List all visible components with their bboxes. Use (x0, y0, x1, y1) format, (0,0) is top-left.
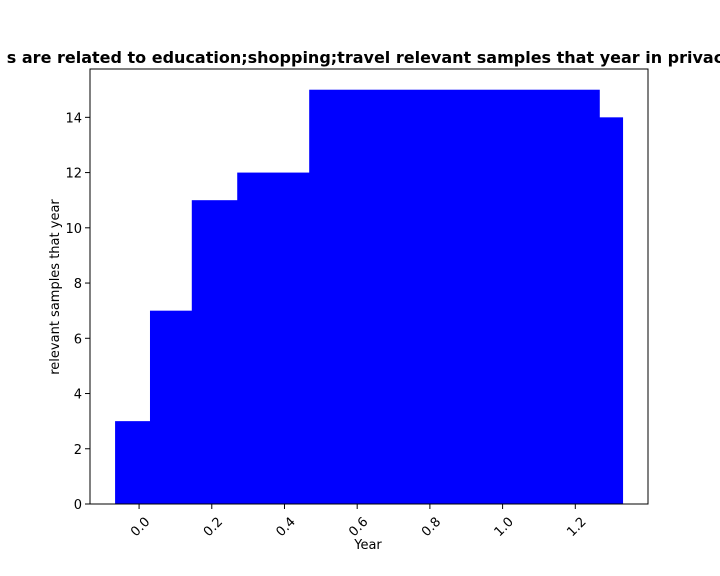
y-tick-label: 14 (65, 111, 82, 126)
bar-2 (191, 200, 238, 504)
x-axis-ticks: 0.0 0.2 0.4 0.6 0.8 1.0 1.2 (128, 504, 590, 540)
x-tick-label: 0.0 (128, 515, 153, 540)
plot-frame (89, 68, 649, 505)
y-tick-label: 6 (74, 332, 82, 347)
bar-0 (115, 421, 151, 504)
y-tick-label: 4 (74, 388, 82, 403)
y-axis-ticks: 0 2 4 6 8 10 12 14 (65, 111, 90, 513)
bar-3 (237, 172, 310, 505)
y-tick-label: 12 (65, 167, 82, 182)
y-tick-label: 0 (74, 498, 82, 513)
bars (115, 89, 624, 505)
x-tick-label: 0.8 (419, 515, 444, 540)
y-tick-label: 10 (65, 222, 82, 237)
x-tick-label: 0.6 (346, 515, 371, 540)
x-tick-label: 1.2 (564, 515, 589, 540)
chart-title: s are related to education;shopping;trav… (7, 48, 720, 67)
y-tick-label: 8 (74, 277, 82, 292)
bar-4 (309, 89, 600, 504)
x-tick-label: 0.2 (201, 515, 226, 540)
bar-1 (149, 310, 193, 504)
y-axis-label: relevant samples that year (48, 199, 63, 375)
x-axis-label: Year (353, 538, 382, 553)
y-tick-label: 2 (74, 443, 82, 458)
x-tick-label: 1.0 (492, 515, 517, 540)
x-tick-label: 0.4 (274, 515, 299, 540)
bar-5 (599, 117, 624, 504)
